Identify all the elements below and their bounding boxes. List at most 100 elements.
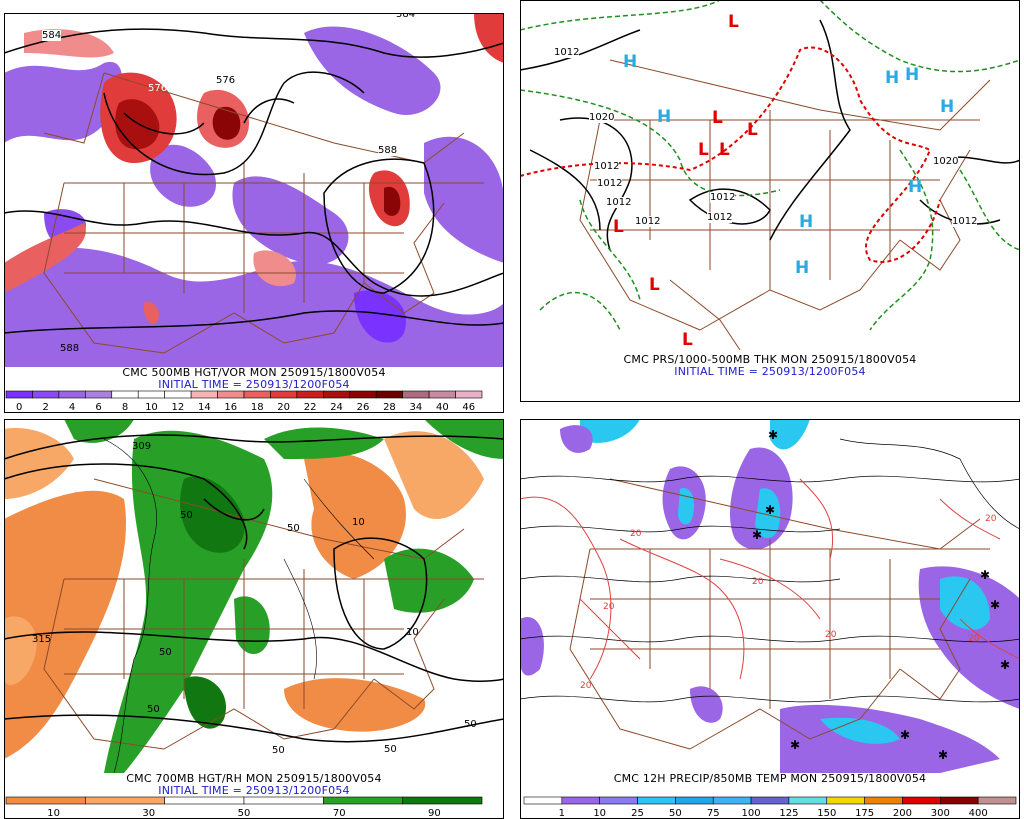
contour-label: 588 bbox=[378, 145, 398, 156]
high-pressure-marker: H bbox=[885, 68, 900, 88]
scale-swatch bbox=[750, 796, 790, 805]
scale-label: 26 bbox=[357, 402, 370, 413]
scale-swatch bbox=[561, 796, 600, 805]
scale-swatch bbox=[902, 796, 941, 805]
scale-label: 10 bbox=[593, 808, 606, 819]
scale-label: 18 bbox=[251, 402, 264, 413]
scale-swatch bbox=[32, 390, 60, 399]
low-pressure-marker: L bbox=[698, 140, 709, 160]
panel-title: CMC 500MB HGT/VOR MON 250915/1800V054 bbox=[122, 366, 386, 379]
svg-text:✱: ✱ bbox=[990, 598, 1000, 612]
scale-label: 150 bbox=[817, 808, 836, 819]
scale-swatch bbox=[349, 390, 377, 399]
high-pressure-marker: H bbox=[905, 65, 920, 85]
scale-swatch bbox=[402, 796, 483, 805]
temp-label: 20 bbox=[752, 577, 764, 587]
map-700mb[interactable]: 309 315 50 50 10 50 50 10 50 50 50 bbox=[4, 419, 504, 773]
svg-text:✱: ✱ bbox=[938, 748, 948, 762]
temp-label: 20 bbox=[630, 529, 642, 539]
isobar-label: 1020 bbox=[589, 112, 615, 123]
scale-swatch bbox=[85, 796, 165, 805]
scale-label: 50 bbox=[669, 808, 682, 819]
scale-label: 6 bbox=[95, 402, 101, 413]
scale-swatch bbox=[296, 390, 324, 399]
scale-label: 400 bbox=[969, 808, 988, 819]
scale-label: 8 bbox=[122, 402, 128, 413]
scale-label: 24 bbox=[330, 402, 343, 413]
scale-swatch bbox=[5, 796, 86, 805]
scale-swatch bbox=[323, 390, 351, 399]
scale-swatch bbox=[190, 390, 218, 399]
scale-swatch bbox=[864, 796, 903, 805]
scale-label: 34 bbox=[410, 402, 423, 413]
high-pressure-marker: H bbox=[623, 52, 638, 72]
scale-swatch bbox=[217, 390, 245, 399]
map-500mb[interactable]: 584 576 576 588 588 584 bbox=[4, 13, 504, 367]
scale-label: 300 bbox=[931, 808, 950, 819]
low-pressure-marker: L bbox=[712, 108, 723, 128]
scale-label: 30 bbox=[142, 808, 155, 819]
high-pressure-marker: H bbox=[795, 258, 810, 278]
scale-swatch bbox=[637, 796, 676, 805]
isobar-label: 1012 bbox=[952, 216, 978, 227]
contour-label: 584 bbox=[396, 13, 416, 20]
low-pressure-marker: L bbox=[728, 12, 739, 32]
isobar-label: 1012 bbox=[710, 192, 736, 203]
svg-text:✱: ✱ bbox=[752, 528, 762, 542]
scale-swatch bbox=[243, 796, 324, 805]
contour-label: 584 bbox=[42, 30, 62, 41]
scale-swatch bbox=[523, 796, 563, 805]
contour-label: 50 bbox=[287, 523, 300, 534]
scale-swatch bbox=[5, 390, 33, 399]
panel-700mb-hgt-rh: 309 315 50 50 10 50 50 10 50 50 50 CMC 7… bbox=[4, 419, 504, 819]
panel-500mb-hgt-vor: 584 576 576 588 588 584 CMC 500MB HGT/VO… bbox=[4, 13, 504, 413]
high-pressure-marker: H bbox=[908, 177, 923, 197]
panel-prs-thickness: H H H H H H H H L L L L L L L L 1012 102… bbox=[520, 0, 1020, 402]
contour-label: 588 bbox=[60, 343, 80, 354]
high-pressure-marker: H bbox=[657, 107, 672, 127]
scale-label: 12 bbox=[172, 402, 185, 413]
contour-label: 10 bbox=[406, 627, 419, 638]
scale-swatch bbox=[712, 796, 752, 805]
scale-swatch bbox=[243, 390, 271, 399]
contour-label: 576 bbox=[148, 83, 168, 94]
scale-swatch bbox=[323, 796, 403, 805]
scale-swatch bbox=[788, 796, 828, 805]
low-pressure-marker: L bbox=[719, 140, 730, 160]
low-pressure-marker: L bbox=[649, 275, 660, 295]
scale-swatch bbox=[137, 390, 165, 399]
scale-swatch bbox=[270, 390, 298, 399]
scale-label: 70 bbox=[333, 808, 346, 819]
scale-swatch bbox=[428, 390, 456, 399]
initial-time: INITIAL TIME = 250913/1200F054 bbox=[158, 784, 350, 797]
scale-swatch bbox=[675, 796, 714, 805]
scale-swatch bbox=[375, 390, 403, 399]
scale-swatch bbox=[455, 390, 483, 399]
scale-swatch bbox=[85, 390, 113, 399]
map-precip[interactable]: ✱ ✱ ✱ ✱ ✱ ✱ ✱ ✱ ✱ 20 20 20 20 20 20 20 bbox=[520, 419, 1020, 773]
scale-label: 200 bbox=[893, 808, 912, 819]
scale-label: 10 bbox=[47, 808, 60, 819]
map-prs[interactable]: H H H H H H H H L L L L L L L L 1012 102… bbox=[520, 0, 1020, 354]
isobar-label: 1012 bbox=[606, 197, 632, 208]
scale-swatch bbox=[940, 796, 979, 805]
initial-time: INITIAL TIME = 250913/1200F054 bbox=[674, 365, 866, 378]
color-scale: 0 2 4 6 8 10 12 14 16 18 20 22 24 26 28 34 40 46 bbox=[4, 389, 504, 413]
panel-precip-850-temp: ✱ ✱ ✱ ✱ ✱ ✱ ✱ ✱ ✱ 20 20 20 20 20 20 20 CMC 12H… bbox=[520, 419, 1020, 819]
contour-label: 10 bbox=[352, 517, 365, 528]
svg-text:✱: ✱ bbox=[790, 738, 800, 752]
high-pressure-marker: H bbox=[799, 212, 814, 232]
scale-label: 40 bbox=[436, 402, 449, 413]
scale-swatch bbox=[977, 796, 1017, 805]
scale-label: 28 bbox=[383, 402, 396, 413]
scale-swatch bbox=[164, 390, 192, 399]
low-pressure-marker: L bbox=[613, 217, 624, 237]
contour-label: 576 bbox=[216, 75, 236, 86]
scale-swatch bbox=[58, 390, 86, 399]
scale-label: 125 bbox=[779, 808, 798, 819]
contour-label: 50 bbox=[384, 744, 397, 755]
scale-swatch bbox=[111, 390, 139, 399]
svg-text:✱: ✱ bbox=[1000, 658, 1010, 672]
isobar-label: 1012 bbox=[597, 178, 623, 189]
svg-text:✱: ✱ bbox=[768, 428, 778, 442]
